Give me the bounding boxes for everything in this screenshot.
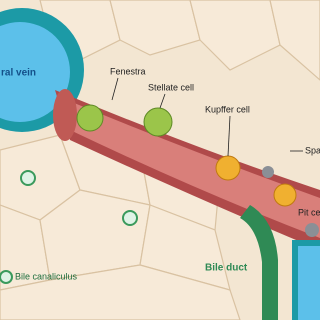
kupffer-cell bbox=[273, 183, 297, 207]
stellate-cell bbox=[76, 104, 104, 132]
label: Pit ce bbox=[298, 207, 320, 217]
bile-canaliculus bbox=[0, 270, 13, 284]
label: Spa bbox=[305, 145, 320, 155]
bile-canaliculus bbox=[122, 210, 138, 226]
label: Fenestra bbox=[110, 66, 146, 76]
central-vein-lumen bbox=[0, 22, 70, 122]
pit-cell bbox=[305, 223, 319, 237]
label: Kupffer cell bbox=[205, 104, 250, 114]
kupffer-cell bbox=[215, 155, 241, 181]
sinusoid-end bbox=[53, 89, 77, 141]
label: Stellate cell bbox=[148, 82, 194, 92]
label: Bile canaliculus bbox=[15, 271, 78, 281]
portal-vessel-lumen bbox=[298, 246, 320, 320]
leaders bbox=[111, 77, 303, 157]
label: ral vein bbox=[1, 68, 36, 79]
blood-cell bbox=[262, 166, 274, 178]
bile-duct bbox=[240, 205, 278, 320]
sinusoid-lumen bbox=[62, 98, 320, 238]
stellate-cell bbox=[143, 107, 173, 137]
label: Bile duct bbox=[205, 263, 248, 274]
bile-canaliculus bbox=[20, 170, 36, 186]
